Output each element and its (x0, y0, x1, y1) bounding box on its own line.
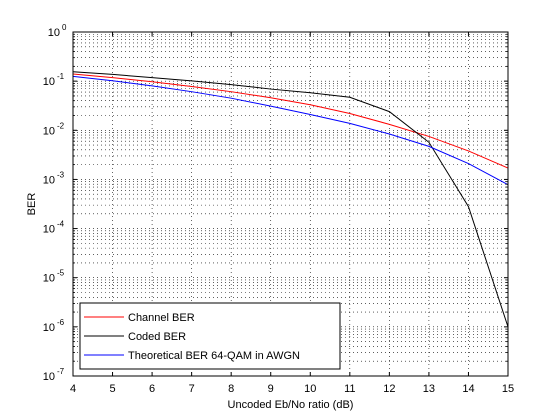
x-tick-label: 6 (149, 383, 155, 395)
x-tick-label: 13 (423, 383, 435, 395)
grid (73, 32, 508, 376)
y-tick-label-exponent: -2 (57, 121, 65, 130)
y-tick-label: 10 (43, 76, 55, 88)
x-tick-label: 9 (268, 383, 274, 395)
x-tick-label: 14 (462, 383, 474, 395)
legend-label-channel-ber: Channel BER (128, 312, 195, 324)
y-tick-label: 10 (48, 27, 60, 39)
y-tick-label-exponent: -6 (57, 318, 65, 327)
legend-label-coded-ber: Coded BER (128, 331, 186, 343)
x-tick-label: 4 (70, 383, 76, 395)
x-tick-label: 12 (383, 383, 395, 395)
y-tick-label-exponent: -4 (57, 220, 65, 229)
y-tick-label-exponent: -3 (57, 170, 65, 179)
x-axis-label: Uncoded Eb/No ratio (dB) (228, 399, 354, 411)
series-line-channel-ber (72, 73, 509, 169)
plot-frame (72, 31, 509, 377)
y-tick-label: 10 (43, 273, 55, 285)
series-line-coded-ber (72, 71, 509, 328)
series-layer (72, 71, 509, 328)
legend: Channel BER Coded BER Theoretical BER 64… (79, 302, 341, 370)
y-tick-label: 10 (43, 224, 55, 236)
y-tick-label: 10 (43, 174, 55, 186)
tick-labels: 4 5 6 7 8 9 10 11 12 13 14 1510-710-610-510-410-310… (43, 23, 514, 395)
y-tick-label: 10 (43, 125, 55, 137)
x-tick-label: 7 (189, 383, 195, 395)
ticks (72, 31, 509, 377)
x-tick-label: 10 (304, 383, 316, 395)
legend-label-theoretical-ber: Theoretical BER 64-QAM in AWGN (128, 350, 300, 362)
y-tick-label: 10 (43, 322, 55, 334)
y-tick-label-exponent: -5 (57, 269, 65, 278)
y-tick-label-exponent: 0 (62, 23, 67, 32)
x-tick-label: 15 (502, 383, 514, 395)
y-tick-label-exponent: -1 (57, 72, 65, 81)
series-line-theoretical-ber-64-qam-in-awgn (72, 75, 509, 186)
y-tick-label-exponent: -7 (57, 367, 65, 376)
y-axis-label: BER (26, 193, 38, 216)
x-tick-label: 8 (228, 383, 234, 395)
x-tick-label: 5 (109, 383, 115, 395)
y-tick-label: 10 (43, 371, 55, 383)
x-tick-label: 11 (344, 383, 355, 395)
